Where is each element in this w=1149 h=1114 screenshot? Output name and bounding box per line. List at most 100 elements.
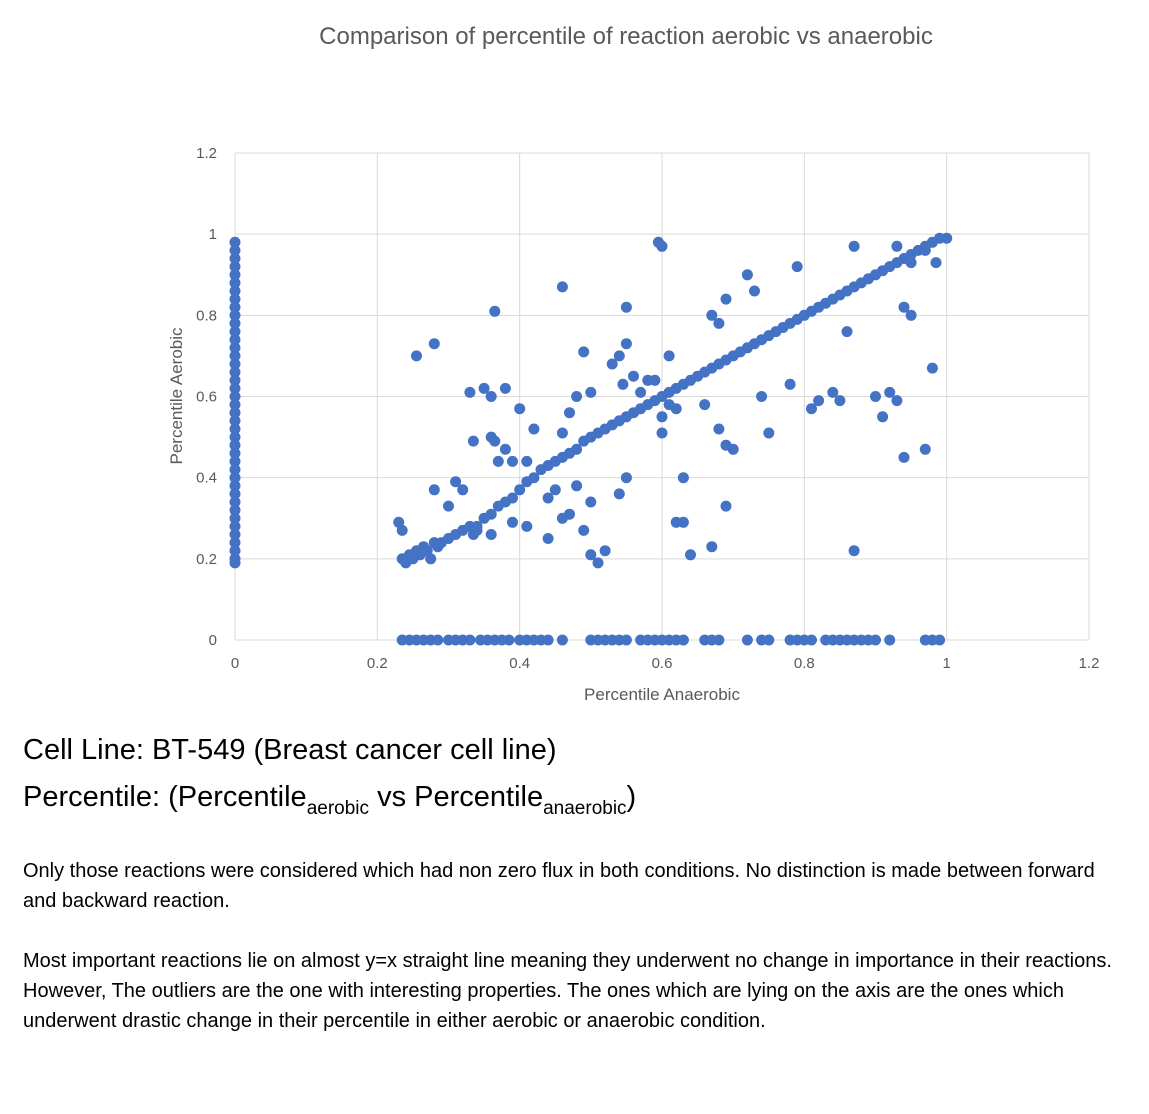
data-point	[656, 427, 668, 439]
data-point	[229, 480, 241, 492]
data-point	[528, 472, 540, 484]
data-point	[396, 524, 408, 536]
data-point	[229, 504, 241, 516]
data-point	[485, 529, 497, 540]
data-point	[578, 524, 590, 536]
data-point	[556, 634, 568, 646]
data-point	[941, 232, 953, 244]
data-point	[556, 427, 568, 439]
data-point	[884, 386, 896, 398]
data-point	[930, 257, 942, 269]
data-point	[467, 435, 479, 447]
data-point	[741, 269, 753, 281]
data-point	[229, 358, 241, 370]
data-point	[613, 488, 625, 500]
data-point	[229, 366, 241, 378]
data-point	[756, 391, 768, 402]
note-paragraph-1: Only those reactions were considered whi…	[23, 860, 1095, 912]
data-point	[229, 439, 241, 451]
data-point	[677, 634, 689, 646]
chart-title: Comparison of percentile of reaction aer…	[319, 23, 933, 50]
data-point	[464, 634, 476, 646]
data-point	[229, 431, 241, 443]
data-point	[443, 500, 454, 512]
data-point	[919, 443, 931, 455]
data-point	[713, 317, 725, 329]
y-tick-label: 1.2	[196, 145, 217, 162]
data-point	[485, 391, 497, 402]
data-point	[763, 634, 775, 646]
data-point	[919, 244, 931, 256]
data-point	[229, 529, 241, 540]
data-point	[229, 309, 241, 321]
data-point	[229, 350, 241, 362]
data-point	[834, 395, 846, 407]
data-point	[905, 309, 917, 321]
percentile-heading: Percentile: (Percentileaerobic vs Percen…	[23, 777, 637, 818]
data-point	[499, 443, 511, 455]
data-point	[564, 508, 575, 520]
data-point	[898, 451, 910, 463]
data-point	[229, 455, 241, 467]
y-tick-label: 1	[209, 226, 217, 243]
data-point	[229, 472, 241, 484]
data-point	[528, 423, 540, 435]
data-point	[656, 411, 668, 423]
data-point	[229, 520, 241, 532]
data-point	[571, 443, 583, 455]
data-point	[542, 533, 554, 544]
data-point	[677, 472, 689, 484]
data-point	[571, 480, 583, 492]
data-point	[521, 455, 533, 467]
data-point	[229, 342, 241, 354]
data-point	[492, 455, 504, 467]
data-point	[628, 370, 639, 382]
data-point	[542, 634, 554, 646]
data-point	[620, 301, 632, 313]
data-point	[877, 411, 889, 423]
x-tick-label: 0	[231, 655, 239, 672]
data-point	[635, 386, 647, 398]
data-point	[229, 415, 241, 427]
data-point	[806, 634, 817, 646]
y-tick-label: 0.8	[196, 307, 217, 324]
data-point	[898, 301, 910, 313]
data-point	[499, 382, 511, 394]
data-point	[229, 236, 241, 248]
x-tick-label: 0.8	[794, 655, 815, 672]
data-points	[229, 232, 953, 646]
data-point	[606, 358, 618, 370]
data-point	[592, 557, 604, 569]
data-point	[229, 301, 241, 313]
data-point	[229, 261, 241, 273]
data-point	[848, 545, 860, 557]
data-point	[720, 293, 732, 305]
data-point	[450, 476, 462, 488]
data-point	[699, 399, 711, 411]
data-point	[613, 350, 625, 362]
data-point	[685, 549, 696, 561]
data-point	[763, 427, 775, 439]
data-point	[507, 455, 518, 467]
data-point	[617, 378, 629, 390]
data-point	[478, 382, 490, 394]
data-point	[229, 244, 241, 256]
percentile-suffix: )	[626, 781, 637, 813]
percentile-vs: vs Percentile	[369, 781, 544, 813]
data-point	[620, 338, 632, 350]
data-point	[428, 484, 440, 496]
cell-line-heading: Cell Line: BT-549 (Breast cancer cell li…	[23, 734, 557, 766]
data-point	[720, 500, 732, 512]
x-tick-label: 1	[942, 655, 950, 672]
y-tick-label: 0.4	[196, 470, 217, 487]
data-point	[489, 435, 501, 447]
data-point	[432, 634, 444, 646]
data-point	[884, 634, 896, 646]
data-point	[905, 257, 917, 269]
data-point	[411, 350, 422, 362]
data-point	[464, 386, 476, 398]
data-point	[713, 423, 725, 435]
scatter-chart: Comparison of percentile of reaction aer…	[167, 23, 1099, 704]
data-point	[827, 386, 839, 398]
data-point	[489, 305, 501, 317]
